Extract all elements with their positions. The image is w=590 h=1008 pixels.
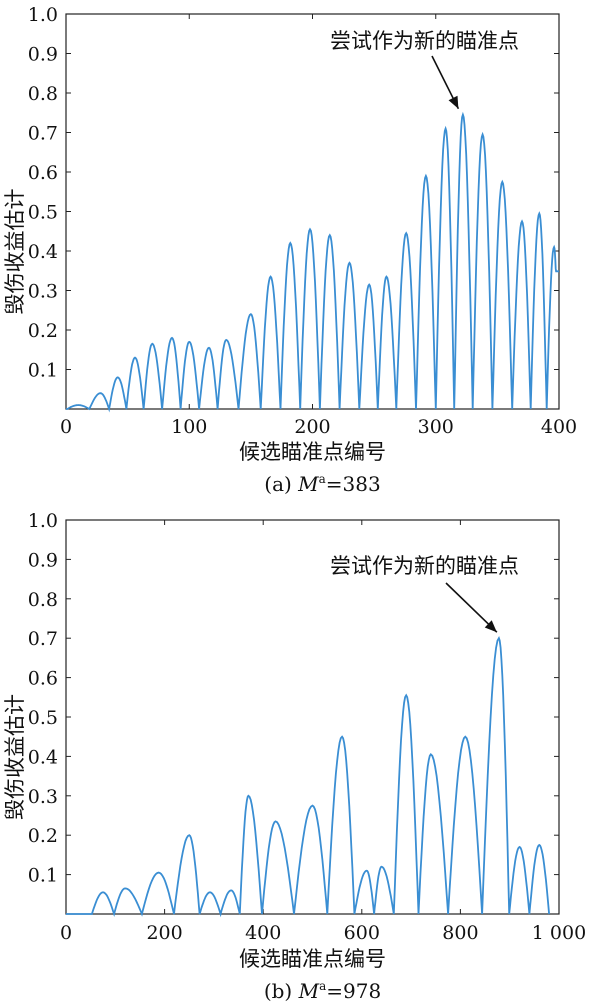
chart-panel-a: 0.1 0.2 0.3 0.4 0.5 0.6 0.7 0.8 0.9 1.0 0 100 200 300… [3, 4, 577, 496]
x-axis-label: 候选瞄准点编号 [239, 440, 386, 464]
caption-suffix: =978 [326, 979, 381, 1003]
y-tick-label: 0.1 [28, 360, 58, 382]
caption-superscript: a [319, 979, 326, 993]
x-tick-label: 400 [541, 416, 577, 438]
y-tick-label: 0.6 [28, 668, 58, 690]
y-tick-label: 0.4 [28, 746, 58, 768]
x-tick-label: 200 [294, 416, 330, 438]
y-tick-label: 0.8 [28, 589, 58, 611]
x-tick-label: 0 [60, 416, 72, 438]
caption-variable: M [298, 979, 320, 1003]
y-tick-label: 0.3 [28, 281, 58, 303]
panel-caption: (a) Ma=383 [264, 472, 380, 496]
series-line [66, 636, 550, 918]
x-tick-label: 800 [442, 922, 478, 944]
plot-frame [65, 13, 560, 410]
y-tick-label: 1.0 [28, 4, 58, 26]
y-tick-label: 0.5 [28, 202, 58, 224]
x-tick-label: 0 [60, 922, 72, 944]
y-tick-label: 0.9 [28, 44, 58, 66]
x-tick-label: 300 [418, 416, 454, 438]
x-tick-label: 200 [146, 922, 182, 944]
x-tick-label: 600 [344, 922, 380, 944]
series-line [66, 111, 559, 413]
annotation-arrowhead [448, 95, 459, 109]
x-tick-label: 100 [171, 416, 207, 438]
annotation-text: 尝试作为新的瞄准点 [330, 554, 519, 578]
y-axis-label: 毁伤收益估计 [3, 189, 27, 315]
y-axis-label: 毁伤收益估计 [3, 694, 27, 820]
y-tick-label: 0.3 [28, 786, 58, 808]
y-tick-label: 0.7 [28, 628, 58, 650]
x-tick-label: 1 000 [532, 922, 586, 944]
caption-prefix: (a) [264, 472, 298, 496]
y-tick-label: 0.8 [28, 83, 58, 105]
y-tick-label: 0.4 [28, 241, 58, 263]
y-tick-label: 0.5 [28, 707, 58, 729]
annotation-arrowhead [484, 620, 497, 633]
y-tick-label: 1.0 [28, 510, 58, 532]
caption-suffix: =383 [326, 472, 381, 496]
y-tick-label: 0.2 [28, 825, 58, 847]
x-tick-label: 400 [245, 922, 281, 944]
y-tick-label: 0.6 [28, 162, 58, 184]
x-axis-label: 候选瞄准点编号 [239, 947, 386, 971]
panel-caption: (b) Ma=978 [264, 979, 381, 1003]
caption-prefix: (b) [264, 979, 299, 1003]
chart-panel-b: 0.1 0.2 0.3 0.4 0.5 0.6 0.7 0.8 0.9 1.0 0 200 400 600… [3, 510, 586, 1003]
annotation-text: 尝试作为新的瞄准点 [330, 29, 519, 53]
y-tick-label: 0.2 [28, 320, 58, 342]
y-tick-label: 0.9 [28, 549, 58, 571]
y-tick-label: 0.1 [28, 865, 58, 887]
y-tick-label: 0.7 [28, 123, 58, 145]
caption-variable: M [297, 472, 319, 496]
caption-superscript: a [319, 472, 326, 486]
